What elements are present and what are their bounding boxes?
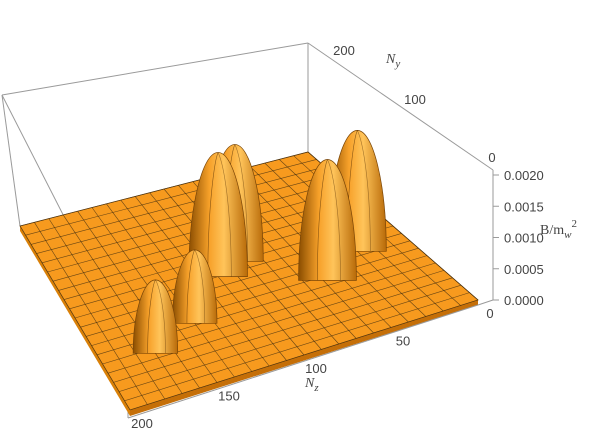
peak-contour xyxy=(147,279,156,354)
z-tick-label: 0.0005 xyxy=(504,262,544,277)
plot-box-front xyxy=(127,299,494,419)
floor-left-edge xyxy=(20,226,130,416)
peak-contour xyxy=(317,159,328,281)
x-axis-label: Nz xyxy=(304,376,319,394)
floor-front-edge xyxy=(130,300,478,416)
z-tick-label: 0.0015 xyxy=(504,199,544,214)
mesh-line xyxy=(48,218,166,400)
mesh-line xyxy=(34,222,148,405)
x-tick-label: 50 xyxy=(396,334,410,349)
peak-contour xyxy=(207,152,219,277)
y-tick-label: 100 xyxy=(404,92,426,107)
z-tick-label: 0.0000 xyxy=(504,293,544,308)
peak-contour xyxy=(186,249,195,324)
box-edge xyxy=(307,42,494,171)
box-edge xyxy=(127,304,479,419)
z-tick-label: 0.0020 xyxy=(504,168,544,183)
mesh-line xyxy=(30,166,326,245)
mesh-line xyxy=(19,151,309,227)
z-axis-label: B/mw2 xyxy=(540,218,577,241)
mesh-line xyxy=(106,203,235,378)
x-tick-label: 200 xyxy=(131,416,153,431)
peak-contour xyxy=(155,279,166,354)
peak-contour xyxy=(217,152,232,277)
x-tick-label: 0 xyxy=(486,306,493,321)
mesh-line xyxy=(62,214,183,394)
axis-ticks: 0 50 100 150 200 0 100 200 0.0000 0.0005 0.0010 0.0… xyxy=(131,43,544,431)
box-edge xyxy=(1,42,309,96)
mesh-line xyxy=(19,225,131,411)
mesh-line xyxy=(77,211,200,389)
mesh-line xyxy=(25,159,317,236)
y-tick-label: 0 xyxy=(488,150,495,165)
peak-contour xyxy=(194,249,206,324)
peak-contour xyxy=(234,144,248,262)
x-tick-label: 150 xyxy=(218,389,240,404)
x-tick-label: 100 xyxy=(305,361,327,376)
surface-peaks xyxy=(132,130,387,354)
box-edge xyxy=(1,94,21,227)
peak-contour xyxy=(357,130,371,252)
box-edge xyxy=(477,299,494,306)
y-axis-label: Ny xyxy=(385,52,400,70)
z-tick-label: 0.0010 xyxy=(504,231,544,246)
y-tick-label: 200 xyxy=(333,43,355,58)
peak-contour xyxy=(327,159,341,281)
mesh-line xyxy=(36,173,334,254)
